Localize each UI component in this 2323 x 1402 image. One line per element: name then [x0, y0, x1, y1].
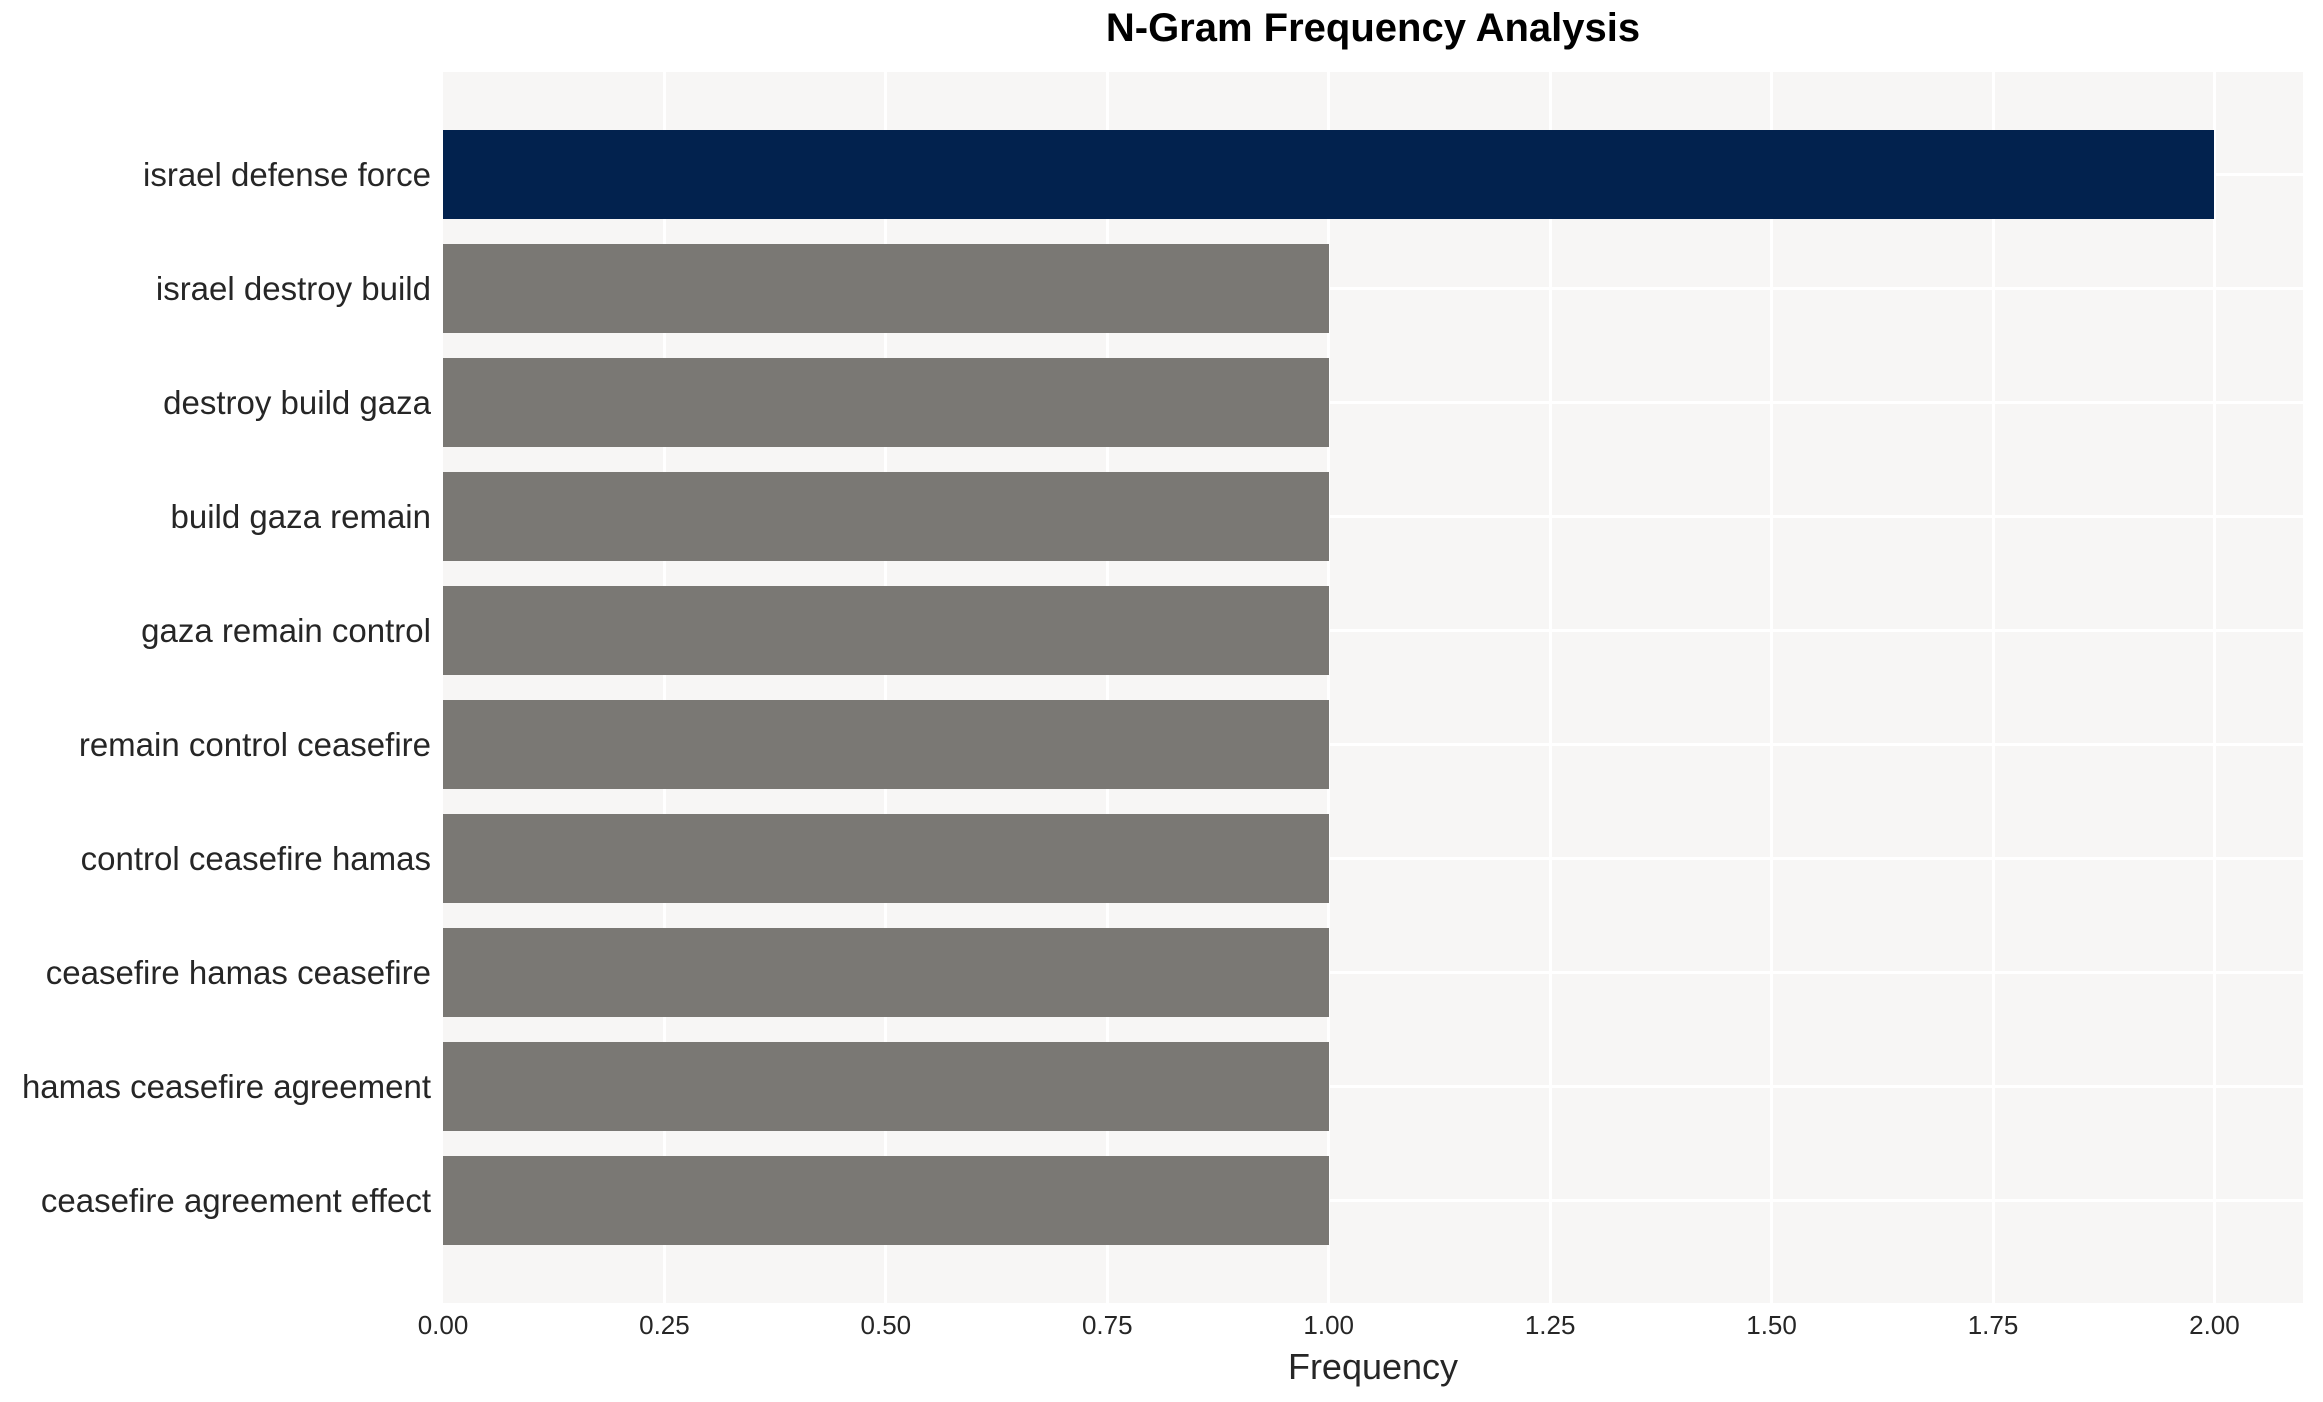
- y-tick-label: israel defense force: [143, 155, 431, 193]
- horizontal-gridline: [443, 515, 2303, 518]
- bar-build-gaza-remain: [443, 472, 1329, 561]
- y-tick-label: ceasefire agreement effect: [40, 1181, 431, 1219]
- horizontal-gridline: [443, 857, 2303, 860]
- bar-remain-control-ceasefire: [443, 700, 1329, 789]
- bar-gaza-remain-control: [443, 586, 1329, 675]
- y-tick-label: ceasefire hamas ceasefire: [45, 953, 431, 991]
- x-tick-label: 0.75: [1081, 1310, 1133, 1340]
- y-tick-label: build gaza remain: [170, 497, 432, 535]
- vertical-gridline: [662, 72, 666, 1303]
- x-tick-label: 1.75: [1967, 1310, 2019, 1340]
- x-tick-label: 0.50: [860, 1310, 912, 1340]
- x-axis-label: Frequency: [1287, 1346, 1459, 1387]
- y-tick-label: israel destroy build: [155, 269, 431, 307]
- horizontal-gridline: [443, 1199, 2303, 1202]
- horizontal-gridline: [443, 629, 2303, 632]
- vertical-gridline: [1770, 72, 1774, 1303]
- horizontal-gridline: [443, 287, 2303, 290]
- horizontal-gridline: [443, 401, 2303, 404]
- bar-israel-defense-force: [443, 130, 2215, 219]
- y-tick-label: gaza remain control: [141, 611, 431, 649]
- bar-ceasefire-agreement-effect: [443, 1156, 1329, 1245]
- chart-title: N-Gram Frequency Analysis: [1105, 6, 1641, 50]
- x-tick-label: 0.25: [639, 1310, 690, 1340]
- y-tick-label: control ceasefire hamas: [80, 839, 431, 877]
- vertical-gridline: [1548, 72, 1552, 1303]
- vertical-gridline: [2212, 72, 2216, 1303]
- x-tick-label: 2.00: [2189, 1310, 2240, 1340]
- plot-area: [443, 72, 2303, 1303]
- y-tick-label: hamas ceasefire agreement: [21, 1067, 431, 1105]
- vertical-gridline: [1991, 72, 1995, 1303]
- horizontal-gridline: [443, 743, 2303, 746]
- x-tick-label: 1.00: [1303, 1310, 1354, 1340]
- y-tick-label: remain control ceasefire: [78, 725, 431, 763]
- x-tick-label: 1.25: [1524, 1310, 1576, 1340]
- vertical-gridline: [884, 72, 888, 1303]
- bar-ceasefire-hamas-ceasefire: [443, 928, 1329, 1017]
- bar-israel-destroy-build: [443, 244, 1329, 333]
- bar-control-ceasefire-hamas: [443, 814, 1329, 903]
- x-tick-label: 0.00: [417, 1310, 469, 1340]
- horizontal-gridline: [443, 971, 2303, 974]
- vertical-gridline: [1327, 72, 1331, 1303]
- x-tick-label: 1.50: [1746, 1310, 1797, 1340]
- bar-destroy-build-gaza: [443, 358, 1329, 447]
- bar-hamas-ceasefire-agreement: [443, 1042, 1329, 1131]
- horizontal-gridline: [443, 1085, 2303, 1088]
- y-tick-label: destroy build gaza: [163, 383, 431, 421]
- vertical-gridline: [1105, 72, 1109, 1303]
